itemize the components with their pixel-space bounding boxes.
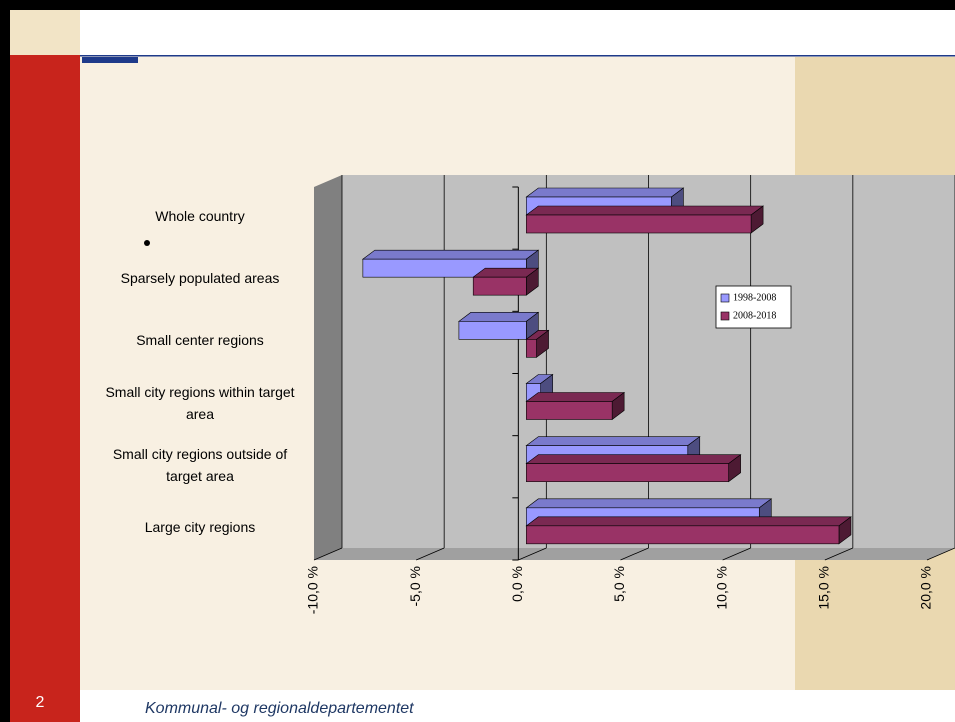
bar-top xyxy=(526,393,624,402)
x-tick-label: 15,0 % xyxy=(816,566,832,610)
bar-top xyxy=(526,455,740,464)
accent xyxy=(82,57,138,63)
legend-swatch xyxy=(721,294,729,302)
bar xyxy=(526,402,612,420)
category-label: Small center regions xyxy=(95,329,305,351)
legend-label: 2008-2018 xyxy=(733,310,776,321)
slide-number: 2 xyxy=(36,694,45,711)
side-wall xyxy=(314,175,342,560)
x-tick-label: 0,0 % xyxy=(509,566,525,602)
category-label: Large city regions xyxy=(95,516,305,538)
category-label: Small city regions within target area xyxy=(95,381,305,425)
bar-top xyxy=(459,312,538,321)
bar-top xyxy=(526,188,683,197)
bar xyxy=(526,215,751,233)
x-tick-label: 20,0 % xyxy=(918,566,934,610)
corner xyxy=(10,10,80,55)
category-label: Small city regions outside of target are… xyxy=(95,443,305,487)
bar xyxy=(473,277,526,295)
x-tick-label: 10,0 % xyxy=(713,566,729,610)
category-label: Whole country xyxy=(95,205,305,227)
bar xyxy=(526,339,536,357)
x-tick-label: 5,0 % xyxy=(611,566,627,602)
legend-swatch xyxy=(721,312,729,320)
bar-top xyxy=(526,206,763,215)
rule xyxy=(80,55,955,57)
left-strip xyxy=(10,55,80,722)
bullet xyxy=(144,240,150,246)
bar-top xyxy=(526,499,771,508)
bar-top xyxy=(363,250,538,259)
bar xyxy=(459,321,526,339)
bar xyxy=(526,464,728,482)
legend-label: 1998-2008 xyxy=(733,292,776,303)
bar-top xyxy=(526,437,699,446)
x-tick-label: -10,0 % xyxy=(305,566,321,614)
slide: 2 Kommunal- og regionaldepartementet -10… xyxy=(0,0,955,722)
footer-text: Kommunal- og regionaldepartementet xyxy=(145,700,414,717)
top-band xyxy=(80,10,955,55)
bar-top xyxy=(526,517,851,526)
category-label: Sparsely populated areas xyxy=(95,267,305,289)
x-tick-label: -5,0 % xyxy=(407,566,423,606)
bar xyxy=(526,526,839,544)
chart: 2 Kommunal- og regionaldepartementet -10… xyxy=(0,0,955,722)
